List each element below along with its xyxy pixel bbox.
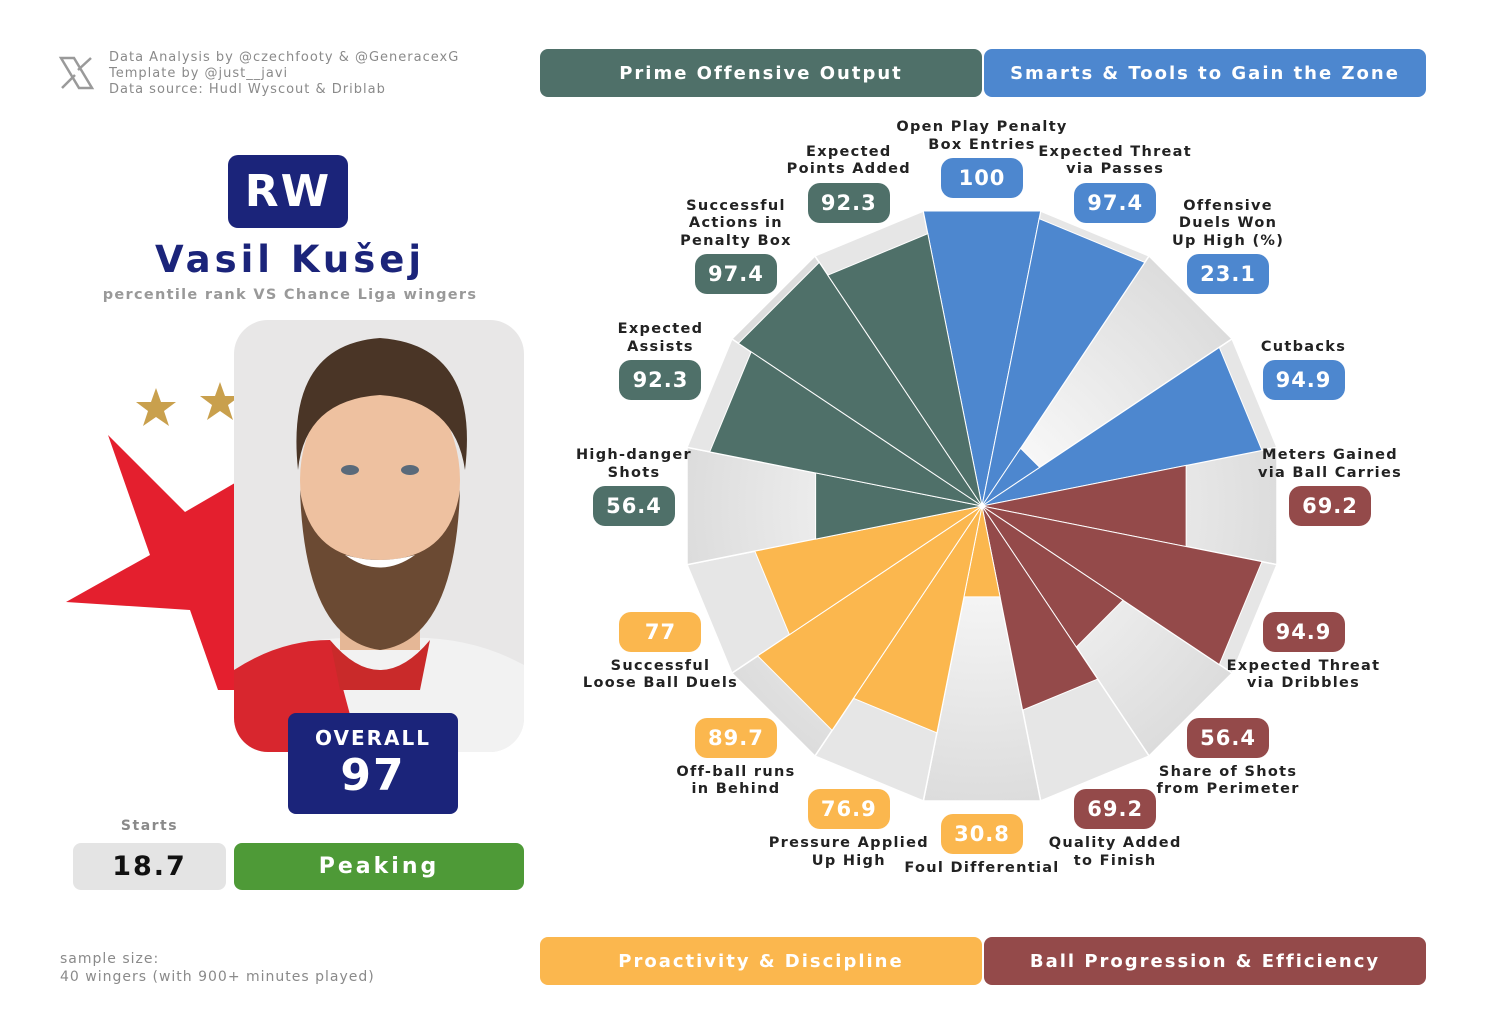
value-label: 76.9 xyxy=(807,789,890,830)
value-label: 94.9 xyxy=(1262,360,1345,401)
wedge xyxy=(827,233,983,507)
overall-label: OVERALL xyxy=(315,726,431,750)
value-label: 23.1 xyxy=(1187,254,1270,295)
group-banner: Smarts & Tools to Gain the Zone xyxy=(984,49,1426,97)
form-box xyxy=(234,843,524,890)
credit: Data source: Hudl Wyscout & Driblab xyxy=(109,82,386,97)
value-label: 56.4 xyxy=(1187,717,1270,758)
value-label: 92.3 xyxy=(619,360,702,401)
overall-box xyxy=(288,713,458,814)
category-label: Offensive Duels Won Up High (%) xyxy=(1171,197,1285,249)
sample-size: 40 wingers (with 900+ minutes played) xyxy=(60,969,375,985)
category-label: Foul Differential xyxy=(904,860,1060,876)
category-label: Share of Shots from Perimeter xyxy=(1156,763,1300,798)
category-label: Expected Threat via Passes xyxy=(1038,143,1193,178)
position: RW xyxy=(244,166,332,217)
value-label: 56.4 xyxy=(593,486,675,526)
group-banner: Ball Progression & Efficiency xyxy=(984,937,1426,985)
category-label: Off-ball runs in Behind xyxy=(676,763,796,798)
category-label: Expected Points Added xyxy=(786,143,911,178)
gold-star xyxy=(200,382,240,420)
value-label: 69.2 xyxy=(1289,486,1371,526)
sample-size: sample size: xyxy=(60,951,160,967)
category-label: Quality Added to Finish xyxy=(1048,835,1182,869)
group-banner: Prime Offensive Output xyxy=(540,49,982,97)
gold-star xyxy=(136,388,176,426)
value-label: 92.3 xyxy=(807,182,890,223)
credit: Template by @just__javi xyxy=(109,66,289,81)
player-name: Vasil Kušej xyxy=(154,238,425,281)
value-label: 30.8 xyxy=(941,814,1023,854)
category-label: Expected Assists xyxy=(617,321,704,355)
value-label: 94.9 xyxy=(1262,611,1345,652)
category-label: Cutbacks xyxy=(1260,338,1347,355)
x-logo xyxy=(58,56,95,90)
category-label: High-danger Shots xyxy=(576,447,692,481)
value-label: 97.4 xyxy=(694,254,777,295)
overall-value: 97 xyxy=(340,750,406,801)
starts-value: 18.7 xyxy=(112,851,187,882)
category-label: Expected Threat via Dribbles xyxy=(1226,657,1381,692)
category-label: Pressure Applied Up High xyxy=(768,835,929,869)
starts-box xyxy=(73,843,226,890)
value-label: 97.4 xyxy=(1074,182,1157,223)
category-label: Successful Loose Ball Duels xyxy=(582,657,739,692)
starts-label: Starts xyxy=(120,818,179,834)
value-label: 100 xyxy=(941,158,1023,198)
position-badge xyxy=(228,155,348,228)
category-label: Meters Gained via Ball Carries xyxy=(1257,447,1403,481)
form: Peaking xyxy=(318,854,440,879)
value-label: 77 xyxy=(619,611,702,652)
wedge xyxy=(981,217,1146,507)
category-label: Open Play Penalty Box Entries xyxy=(896,119,1068,153)
value-label: 69.2 xyxy=(1074,789,1157,830)
subtitle: percentile rank VS Chance Liga wingers xyxy=(102,287,478,303)
category-label: Successful Actions in Penalty Box xyxy=(680,197,792,249)
club-star xyxy=(66,435,240,690)
value-label: 89.7 xyxy=(694,717,777,758)
credit: Data Analysis by @czechfooty & @Generace… xyxy=(109,50,460,65)
polar-chart xyxy=(685,209,1279,803)
group-banner: Proactivity & Discipline xyxy=(540,937,982,985)
player-photo xyxy=(234,320,524,752)
wedge xyxy=(981,505,1099,711)
